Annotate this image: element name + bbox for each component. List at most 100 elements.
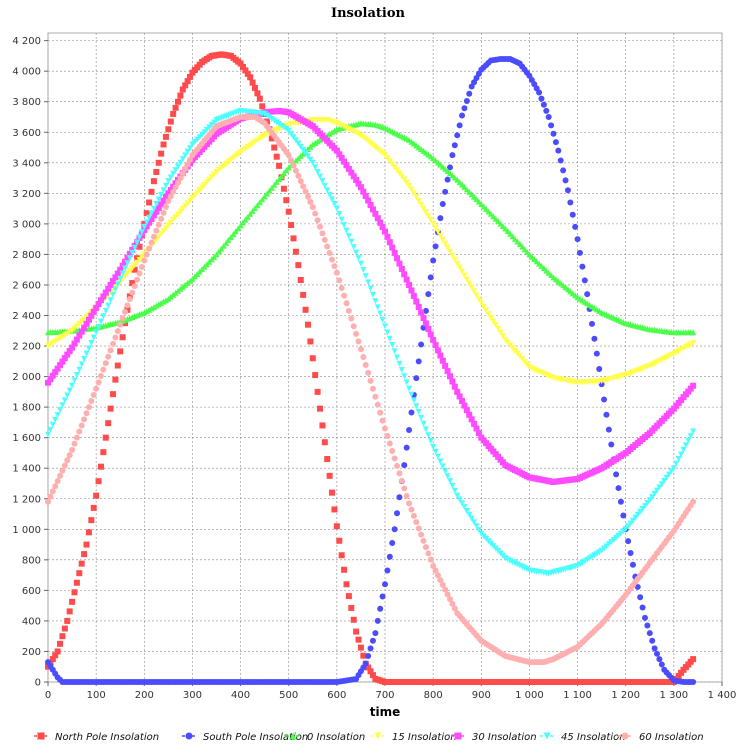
data-point xyxy=(420,420,427,427)
data-point xyxy=(73,372,80,379)
data-point xyxy=(478,300,485,307)
data-point xyxy=(446,164,453,171)
data-point xyxy=(365,664,372,671)
data-point xyxy=(357,260,364,267)
data-point xyxy=(167,186,174,193)
data-point xyxy=(555,147,562,154)
data-point xyxy=(353,628,360,635)
data-point xyxy=(451,383,458,390)
data-point xyxy=(59,467,66,474)
data-point xyxy=(369,637,376,644)
y-tick-label: 1 200 xyxy=(12,494,41,505)
data-point xyxy=(83,320,90,327)
data-point xyxy=(434,228,441,235)
data-point xyxy=(434,572,441,579)
data-point xyxy=(177,208,184,215)
data-point xyxy=(81,356,88,363)
data-point xyxy=(413,403,420,410)
data-point xyxy=(280,185,287,192)
data-point xyxy=(348,169,355,176)
data-point xyxy=(413,194,420,201)
y-tick-label: 1 400 xyxy=(12,464,41,475)
data-point xyxy=(100,313,107,320)
data-point xyxy=(172,104,179,111)
data-point xyxy=(615,485,622,492)
data-point xyxy=(386,335,393,342)
data-point xyxy=(52,652,59,659)
data-point xyxy=(389,244,396,251)
data-point xyxy=(398,265,405,272)
data-point xyxy=(360,188,367,195)
data-point xyxy=(119,270,126,277)
data-point xyxy=(167,174,174,181)
data-point xyxy=(85,345,92,352)
data-point xyxy=(93,492,100,499)
legend-item: South Pole Insolation xyxy=(182,732,308,743)
data-point xyxy=(268,135,275,142)
data-point xyxy=(394,255,401,262)
data-point xyxy=(459,268,466,275)
data-point xyxy=(331,263,338,270)
data-point xyxy=(312,164,319,171)
data-point xyxy=(651,490,658,497)
data-point xyxy=(54,648,61,655)
data-point xyxy=(57,472,64,479)
data-point xyxy=(673,460,680,467)
data-point xyxy=(408,186,415,193)
data-point xyxy=(146,245,153,252)
data-point xyxy=(459,398,466,405)
data-point xyxy=(408,391,415,398)
data-point xyxy=(78,560,85,567)
data-point xyxy=(403,179,410,186)
data-point xyxy=(341,566,348,573)
data-point xyxy=(413,519,420,526)
data-point xyxy=(167,219,174,226)
data-point xyxy=(569,211,576,218)
data-point xyxy=(150,178,157,185)
data-point xyxy=(160,197,167,204)
data-point xyxy=(432,567,439,574)
data-point xyxy=(54,412,61,419)
data-point xyxy=(437,577,444,584)
data-point xyxy=(107,405,114,412)
data-point xyxy=(690,498,697,505)
data-point xyxy=(100,293,107,300)
data-point xyxy=(552,139,559,146)
data-point xyxy=(336,277,343,284)
data-point xyxy=(658,481,665,488)
data-point xyxy=(304,321,311,328)
data-point xyxy=(90,504,97,511)
y-tick-label: 3 600 xyxy=(12,128,41,139)
data-point xyxy=(343,162,350,169)
data-point xyxy=(365,279,372,286)
data-point xyxy=(143,223,150,230)
y-tick-label: 3 200 xyxy=(12,189,41,200)
data-point xyxy=(90,308,97,315)
data-point xyxy=(290,134,297,141)
data-point xyxy=(382,323,388,330)
data-point xyxy=(663,474,670,481)
data-point xyxy=(158,191,165,198)
y-tick-label: 4 200 xyxy=(12,36,41,47)
data-point xyxy=(177,92,184,99)
data-point xyxy=(564,187,571,194)
data-point xyxy=(403,379,410,386)
data-point xyxy=(446,373,453,380)
data-point xyxy=(430,336,437,343)
data-point xyxy=(321,182,328,189)
data-point xyxy=(613,471,620,478)
data-point xyxy=(249,79,256,86)
data-point xyxy=(88,312,95,319)
legend-marker xyxy=(37,732,45,740)
data-point xyxy=(425,325,432,332)
data-point xyxy=(158,215,165,222)
data-point xyxy=(369,385,376,392)
data-point xyxy=(675,456,682,463)
data-point xyxy=(350,323,357,330)
data-point xyxy=(427,556,434,563)
data-point xyxy=(391,526,398,533)
data-point xyxy=(357,184,364,191)
data-point xyxy=(377,219,384,226)
data-point xyxy=(430,220,437,227)
